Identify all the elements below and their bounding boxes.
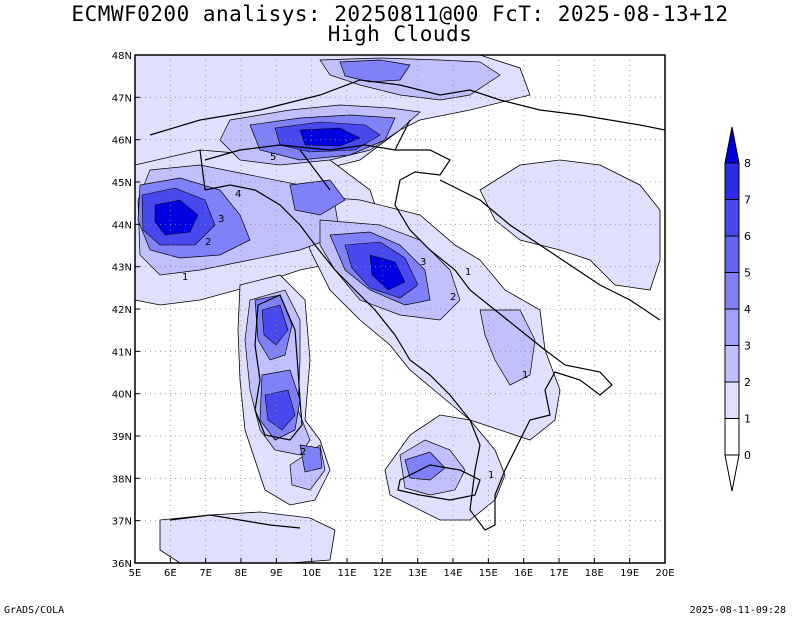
colorbar-label: 7 bbox=[744, 194, 751, 207]
contour-label: 5 bbox=[270, 152, 276, 163]
lon-label: 18E bbox=[585, 568, 604, 579]
lat-label: 45N bbox=[112, 178, 132, 189]
cloud-area-tunisia bbox=[159, 511, 336, 563]
lat-label: 37N bbox=[112, 517, 132, 528]
lon-label: 7E bbox=[199, 568, 212, 579]
lon-label: 14E bbox=[443, 568, 462, 579]
colorbar-swatch-bottom bbox=[724, 454, 740, 492]
cloud-fields bbox=[135, 55, 661, 563]
colorbar-swatch bbox=[724, 162, 740, 200]
longitude-labels: 5E 6E 7E 8E 9E 10E 11E 12E 13E 14E 15E 16E 17E 18E 19E… bbox=[129, 568, 675, 579]
title-line-1: ECMWF0200 analisys: 20250811@00 FcT: 202… bbox=[71, 2, 729, 26]
lon-label: 10E bbox=[302, 568, 321, 579]
lat-label: 46N bbox=[112, 136, 132, 147]
colorbar-swatch bbox=[724, 308, 740, 346]
contour-label: 2 bbox=[300, 447, 306, 458]
colorbar-label: 5 bbox=[744, 267, 751, 280]
lon-label: 9E bbox=[270, 568, 283, 579]
colorbar-label: 8 bbox=[744, 157, 751, 170]
credit-label: GrADS/COLA bbox=[4, 605, 65, 616]
contour-label: 2 bbox=[205, 237, 211, 248]
colorbar: 0 1 2 3 4 5 6 7 8 bbox=[724, 126, 751, 492]
lon-label: 19E bbox=[620, 568, 639, 579]
colorbar-label: 0 bbox=[744, 449, 751, 462]
contour-label: 1 bbox=[182, 272, 188, 283]
contour-label: 1 bbox=[465, 267, 471, 278]
lon-label: 12E bbox=[373, 568, 392, 579]
colorbar-swatch bbox=[724, 235, 740, 273]
lat-label: 44N bbox=[112, 220, 132, 231]
lat-label: 36N bbox=[112, 559, 132, 570]
lat-label: 43N bbox=[112, 263, 132, 274]
coastlines bbox=[149, 79, 665, 531]
lon-label: 11E bbox=[337, 568, 356, 579]
lat-label: 41N bbox=[112, 347, 132, 358]
lon-label: 20E bbox=[655, 568, 674, 579]
lat-label: 39N bbox=[112, 432, 132, 443]
lon-label: 17E bbox=[549, 568, 568, 579]
contour-label: 3 bbox=[420, 257, 426, 268]
contour-label: 3 bbox=[218, 214, 224, 225]
lon-label: 15E bbox=[479, 568, 498, 579]
colorbar-swatch bbox=[724, 272, 740, 310]
lon-label: 6E bbox=[164, 568, 177, 579]
lat-label: 38N bbox=[112, 474, 132, 485]
colorbar-label: 4 bbox=[744, 303, 751, 316]
colorbar-swatch bbox=[724, 418, 740, 456]
lon-label: 5E bbox=[129, 568, 142, 579]
contour-label: 1 bbox=[488, 470, 494, 481]
cloud-area-balkans bbox=[479, 159, 661, 291]
lat-label: 48N bbox=[112, 51, 132, 62]
colorbar-label: 1 bbox=[744, 413, 751, 426]
colorbar-swatch bbox=[724, 381, 740, 419]
lon-label: 8E bbox=[235, 568, 248, 579]
timestamp-label: 2025-08-11-09:28 bbox=[689, 605, 786, 616]
lon-label: 13E bbox=[408, 568, 427, 579]
lon-label: 16E bbox=[514, 568, 533, 579]
lat-label: 42N bbox=[112, 305, 132, 316]
colorbar-swatch bbox=[724, 345, 740, 383]
lat-label: 40N bbox=[112, 390, 132, 401]
title-line-2: High Clouds bbox=[327, 22, 473, 46]
colorbar-swatch bbox=[724, 199, 740, 237]
contour-label: 2 bbox=[450, 292, 456, 303]
contour-label: 1 bbox=[522, 370, 528, 381]
colorbar-swatch-top bbox=[724, 126, 740, 164]
colorbar-label: 2 bbox=[744, 376, 751, 389]
colorbar-label: 3 bbox=[744, 340, 751, 353]
contour-label: 4 bbox=[235, 189, 241, 200]
colorbar-label: 6 bbox=[744, 230, 751, 243]
latitude-labels: 48N 47N 46N 45N 44N 43N 42N 41N 40N 39N 38N 37N 36N bbox=[112, 51, 132, 570]
contour-labels: 1 2 3 4 5 1 2 3 1 2 1 bbox=[182, 152, 528, 481]
lat-label: 47N bbox=[112, 93, 132, 104]
